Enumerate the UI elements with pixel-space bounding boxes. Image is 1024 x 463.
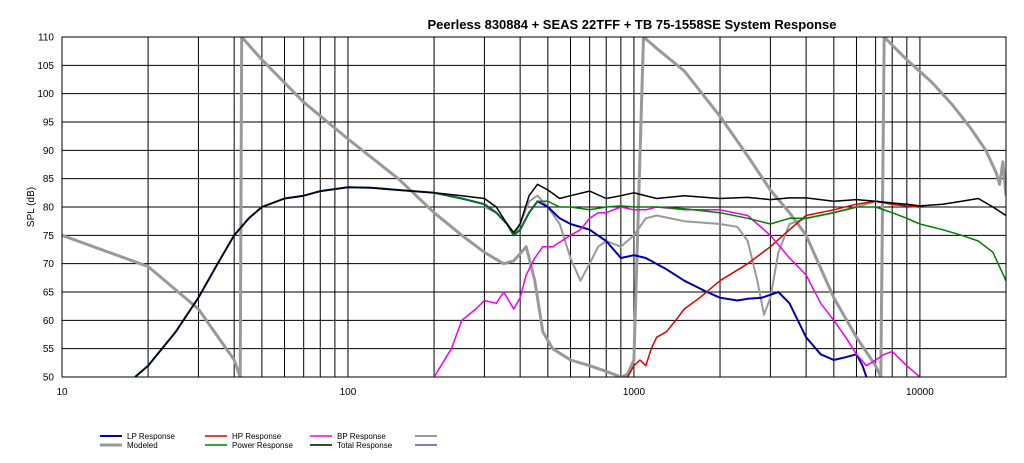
legend-label: Modeled [127, 441, 158, 450]
y-tick-label: 70 [43, 259, 55, 270]
series-hp-response [626, 200, 920, 377]
series-unlabeled [483, 194, 921, 316]
y-tick-label: 60 [43, 316, 55, 327]
series-modeled [62, 37, 1006, 377]
legend-label: Power Response [232, 441, 293, 450]
y-axis-label: SPL (dB) [26, 187, 37, 227]
series-lines [62, 37, 1006, 377]
legend-label: BP Response [337, 432, 386, 441]
y-tick-label: 50 [43, 373, 55, 384]
y-tick-label: 65 [43, 288, 55, 299]
y-tick-label: 110 [38, 33, 54, 44]
series-bp-response [433, 206, 921, 377]
x-tick-label: 1000 [623, 387, 646, 398]
x-tick-label: 100 [340, 387, 357, 398]
y-tick-label: 80 [43, 203, 55, 214]
y-tick-label: 100 [37, 89, 54, 100]
series-total-response [134, 183, 1006, 377]
tick-labels: 50 55 60 65 70 75 80 85 90 95 100 105 110 10 100 1000 10… [37, 33, 934, 399]
legend-label: HP Response [232, 432, 282, 441]
legend-label: LP Response [127, 432, 175, 441]
y-tick-label: 75 [43, 231, 55, 242]
x-tick-label: 10000 [906, 387, 934, 398]
x-tick-label: 10 [56, 387, 68, 398]
y-tick-label: 95 [43, 118, 55, 129]
legend-label: Total Response [337, 441, 393, 450]
y-tick-label: 55 [43, 344, 55, 355]
chart-title: Peerless 830884 + SEAS 22TFF + TB 75-155… [427, 17, 836, 32]
y-tick-label: 85 [43, 174, 55, 185]
plot-frame [61, 36, 1007, 378]
y-tick-label: 90 [43, 146, 55, 157]
y-tick-label: 105 [37, 61, 54, 72]
